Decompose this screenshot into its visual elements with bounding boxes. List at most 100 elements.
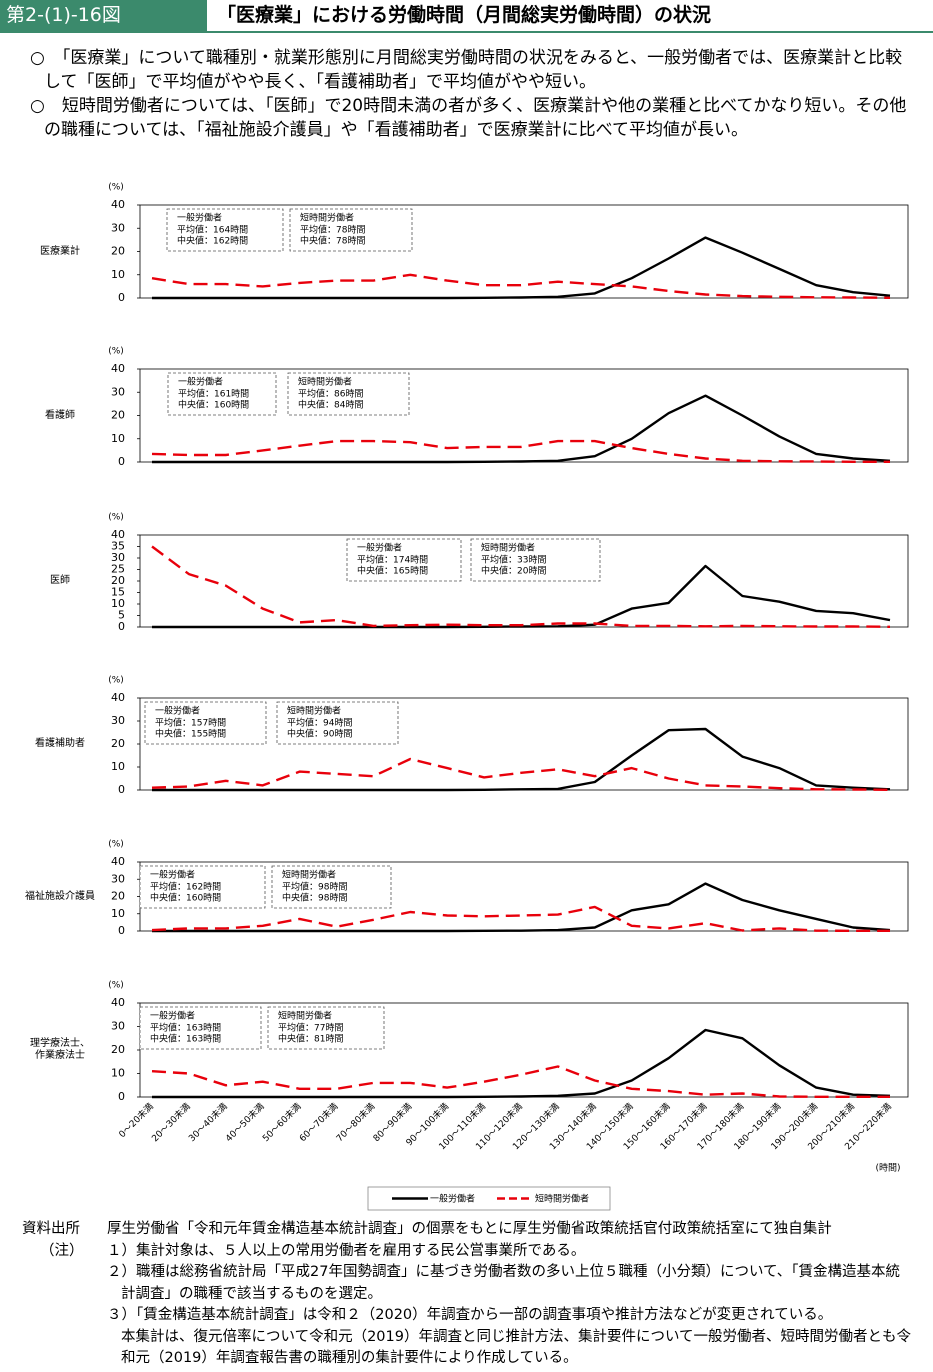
annotation-box: [276, 701, 399, 745]
note-item: ２）職種は総務省統計局「平成27年国勢調査」に基づき労働者数の多い上位５職種（小…: [107, 1264, 901, 1302]
annotation-title: 短時間労働者: [282, 869, 336, 881]
annotation-line: 中央値：78時間: [300, 235, 365, 247]
y-unit: (%): [108, 513, 124, 523]
y-tick-label: 20: [111, 574, 125, 587]
series-line: [152, 394, 891, 464]
y-tick-label: 5: [118, 609, 125, 622]
y-tick-label: 30: [111, 385, 125, 398]
y-tick-label: 20: [111, 245, 125, 258]
annotation-title: 一般労働者: [178, 376, 223, 388]
note-item: １）集計対象は、５人以上の常用労働者を雇用する民公営事業所である。: [107, 1242, 586, 1259]
y-tick-label: 35: [111, 540, 125, 553]
y-unit: (%): [108, 840, 124, 850]
annotation-line: 中央値：163時間: [150, 1033, 221, 1045]
series-line: [151, 545, 891, 628]
notes-label: （注）: [40, 1242, 84, 1259]
figure-title: 「医療業」における労働時間（月間総実労働時間）の状況: [217, 4, 712, 26]
annotation-title: 一般労働者: [150, 869, 195, 881]
y-unit: (%): [108, 676, 124, 686]
series-line: [152, 882, 891, 933]
annotation-title: 短時間労働者: [481, 542, 535, 554]
series-line: [152, 727, 891, 792]
y-tick-label: 25: [111, 563, 125, 576]
notes-row: （注） １）集計対象は、５人以上の常用労働者を雇用する民公営事業所である。 ２）職…: [22, 1241, 912, 1370]
annotation-line: 中央値：98時間: [282, 892, 347, 904]
annotation-title: 短時間労働者: [298, 376, 352, 388]
annotation-line: 中央値：162時間: [177, 235, 248, 247]
annotation-line: 中央値：160時間: [178, 399, 249, 411]
header-rule: [0, 31, 933, 33]
row-label: 看護補助者: [35, 738, 85, 749]
annotation-line: 平均値：86時間: [298, 388, 363, 400]
legend-label: 一般労働者: [430, 1193, 475, 1205]
y-tick-label: 40: [111, 198, 125, 211]
annotation-line: 平均値：77時間: [278, 1022, 343, 1034]
y-tick-label: 10: [111, 268, 125, 281]
y-tick-label: 30: [111, 872, 125, 885]
row-label: 医療業計: [40, 245, 80, 257]
annotation-title: 短時間労働者: [278, 1010, 332, 1022]
y-unit: (%): [108, 347, 124, 357]
series-line: [151, 273, 891, 299]
annotation-title: 一般労働者: [357, 542, 402, 554]
x-tick-label: 30〜40未満: [186, 1100, 230, 1144]
annotation-line: 平均値：98時間: [282, 881, 347, 893]
series-line: [152, 564, 891, 629]
y-tick-label: 30: [111, 714, 125, 727]
y-tick-label: 0: [118, 620, 125, 633]
series-line: [151, 439, 890, 463]
note-item: 本集計は、復元倍率について令和元（2019）年調査と同じ推計方法、集計要件につい…: [121, 1328, 912, 1367]
y-tick-label: 20: [111, 890, 125, 903]
annotation-title: 一般労働者: [155, 705, 200, 717]
annotation-title: 短時間労働者: [300, 212, 354, 224]
y-tick-label: 30: [111, 551, 125, 564]
source-row: 資料出所 厚生労働省「令和元年賃金構造基本統計調査」の個票をもとに厚生労働省政策…: [22, 1219, 912, 1241]
x-tick-label: 70〜80未満: [334, 1100, 378, 1144]
annotation-line: 平均値：163時間: [150, 1022, 221, 1034]
annotation-line: 平均値：157時間: [155, 717, 226, 729]
y-tick-label: 0: [118, 1090, 125, 1103]
y-tick-label: 0: [118, 783, 125, 796]
annotation-line: 平均値：174時間: [357, 554, 428, 566]
annotation-box: [144, 701, 267, 745]
y-tick-label: 10: [111, 432, 125, 445]
annotation-box: [271, 865, 392, 909]
annotation-line: 平均値：164時間: [177, 224, 248, 236]
y-tick-label: 10: [111, 597, 125, 610]
annotation-box: [139, 1006, 262, 1050]
y-tick-label: 15: [111, 586, 125, 599]
series-line: [151, 1065, 890, 1098]
annotation-box: [139, 865, 266, 909]
annotation-line: 平均値：94時間: [287, 717, 352, 729]
y-tick-label: 0: [118, 455, 125, 468]
annotation-line: 中央値：160時間: [150, 892, 221, 904]
y-tick-label: 40: [111, 855, 125, 868]
annotation-line: 平均値：33時間: [481, 554, 546, 566]
x-tick-label: 20〜30未満: [149, 1100, 193, 1144]
annotation-box: [346, 538, 462, 582]
row-label: 医師: [50, 575, 70, 586]
annotation-box: [470, 538, 601, 582]
figure-number: 第2-(1)-16図: [0, 0, 207, 31]
y-tick-label: 10: [111, 907, 125, 920]
note-item: ３）「賃金構造基本統計調査」は令和２（2020）年調査から一部の調査事項や推計方…: [107, 1307, 833, 1323]
y-tick-label: 40: [111, 691, 125, 704]
y-tick-label: 20: [111, 409, 125, 422]
annotation-box: [287, 372, 410, 416]
row-label: 福祉施設介護員: [25, 890, 95, 902]
annotation-title: 一般労働者: [150, 1010, 195, 1022]
annotation-box: [166, 208, 284, 252]
annotation-box: [267, 1006, 385, 1050]
annotation-line: 中央値：20時間: [481, 565, 546, 577]
annotation-line: 中央値：90時間: [287, 728, 352, 740]
x-unit: (時間): [875, 1163, 900, 1174]
annotation-line: 中央値：81時間: [278, 1033, 343, 1045]
row-label: 看護師: [45, 409, 75, 421]
annotation-line: 平均値：78時間: [300, 224, 365, 236]
y-tick-label: 10: [111, 1067, 125, 1080]
series-line: [152, 236, 891, 300]
y-tick-label: 40: [111, 996, 125, 1009]
annotation-line: 中央値：84時間: [298, 399, 363, 411]
